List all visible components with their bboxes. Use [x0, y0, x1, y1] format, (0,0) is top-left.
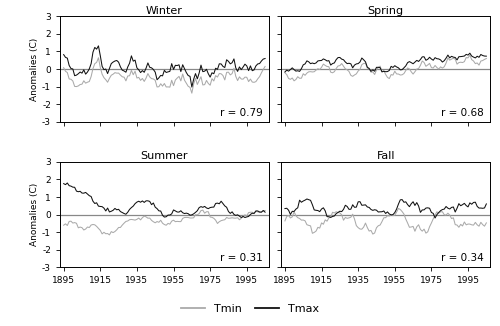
Title: Fall: Fall [376, 151, 395, 161]
Text: r = 0.31: r = 0.31 [220, 253, 262, 263]
Text: r = 0.79: r = 0.79 [220, 108, 262, 118]
Text: r = 0.34: r = 0.34 [441, 253, 484, 263]
Text: r = 0.68: r = 0.68 [441, 108, 484, 118]
Title: Winter: Winter [146, 6, 183, 16]
Y-axis label: Anomalies (C): Anomalies (C) [30, 183, 39, 246]
Y-axis label: Anomalies (C): Anomalies (C) [30, 37, 39, 101]
Title: Spring: Spring [368, 6, 404, 16]
Legend: Tmin, Tmax: Tmin, Tmax [176, 300, 324, 319]
Title: Summer: Summer [140, 151, 188, 161]
